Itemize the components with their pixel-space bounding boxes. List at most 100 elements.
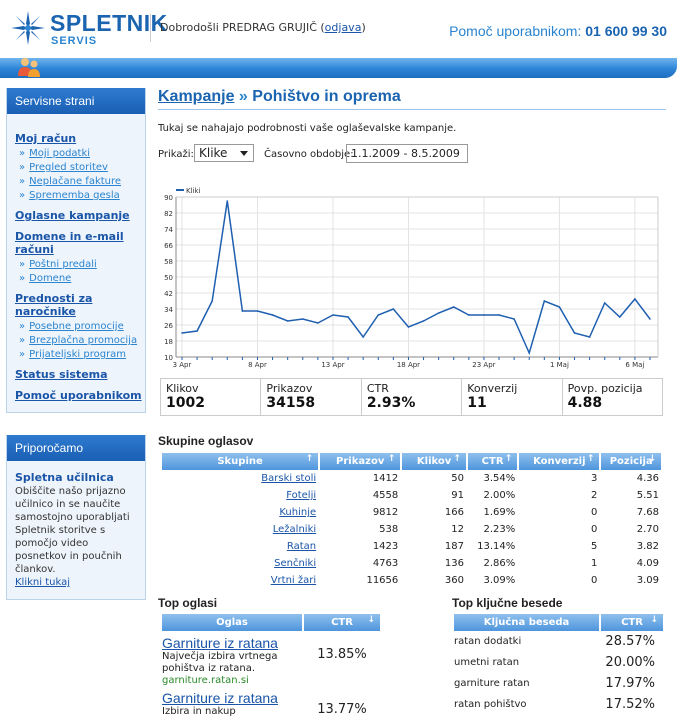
chart-grid [175,196,659,358]
y-tick-label: 74 [164,226,173,234]
sort-up-icon: ↑ [387,454,396,464]
keyword-cell: umetni ratan [454,657,520,668]
logout-link[interactable]: odjava [324,21,362,34]
menu-item-domains[interactable]: Domene [15,273,145,284]
col-keyword[interactable]: Ključna beseda [454,614,599,631]
keyword-row: ratan pohištvo 17.52% [454,694,663,715]
data-point [619,316,621,318]
data-point [634,298,636,300]
data-point [196,330,198,332]
menu-link-special-promos[interactable]: Posebne promocije [29,321,124,332]
menu-link-benefits[interactable]: Prednosti za naročnike [15,292,93,318]
group-name-cell: Ratan [162,538,318,555]
group-link[interactable]: Vrtni žari [270,575,317,586]
menu-item-services[interactable]: Pregled storitev [15,162,145,173]
menu-section-help[interactable]: Pomoč uporabnikom [15,389,145,402]
table-cell: 360 [444,575,464,586]
menu-link-domains[interactable]: Domene [29,273,72,284]
menu-item-password[interactable]: Sprememba gesla [15,190,145,201]
keyword-row: garniture ratan 17.97% [454,673,663,694]
menu-link-campaigns[interactable]: Oglasne kampanje [15,209,130,222]
menu-section-domains[interactable]: Domene in e-mail računi [15,230,145,256]
support-phone: Pomoč uporabnikom: 01 600 99 30 [449,23,667,39]
menu-link-domains-section[interactable]: Domene in e-mail računi [15,230,124,256]
group-link[interactable]: Ležalniki [272,524,317,535]
menu-item-mailboxes[interactable]: Poštni predali [15,259,145,270]
stat-label: Konverzij [467,382,518,395]
ad-title-link[interactable]: Garniture iz ratana [162,690,278,706]
service-menu: Servisne strani Moj račun Moji podatki P… [6,88,146,413]
y-tick-label: 18 [164,338,173,346]
menu-item-referral[interactable]: Prijateljski program [15,349,145,360]
menu-link-account[interactable]: Moj račun [15,132,77,145]
col-header-label: Skupine [217,456,263,467]
col-header-pozicija[interactable]: Pozicija ↓ [601,453,661,470]
sort-up-icon: ↑ [453,454,461,464]
sort-up-icon: ↑ [586,454,595,464]
group-link[interactable]: Ratan [286,541,317,552]
group-link[interactable]: Barski stoli [261,473,317,484]
menu-section-campaigns[interactable]: Oglasne kampanje [15,209,145,222]
menu-section-status[interactable]: Status sistema [15,368,145,381]
menu-link-services[interactable]: Pregled storitev [29,162,108,173]
group-link[interactable]: Kuhinje [279,507,317,518]
col-header-klikov[interactable]: Klikov ↑ [402,453,466,470]
top-ads-body: Garniture iz ratana Največja izbira vrtne… [162,631,380,718]
menu-link-mailboxes[interactable]: Poštni predali [29,259,97,270]
col-header-ctr[interactable]: CTR ↑ [467,453,518,470]
col-ad[interactable]: Oglas [162,614,302,631]
menu-link-help[interactable]: Pomoč uporabnikom [15,389,142,402]
ad-ctr: 13.85% [317,647,367,662]
group-link[interactable]: Fotelji [286,490,317,501]
group-name-cell: Fotelji [162,487,318,504]
menu-item-special-promos[interactable]: Posebne promocije [15,321,145,332]
x-tick-label: 13 Apr [321,361,344,369]
data-point [513,318,515,320]
menu-link-free-promo[interactable]: Brezplačna promocija [29,335,138,346]
menu-link-invoices[interactable]: Neplačane fakture [29,176,122,187]
chart-y-ticks: 10 18 26 34 42 50 58 66 74 82 90 [164,194,173,362]
table-cell: 0 [591,524,598,535]
top-ads-table: Oglas CTR ↓ Garniture iz ratana Največja i… [160,614,382,718]
data-point [422,320,425,322]
breadcrumb-campaigns[interactable]: Kampanje [158,88,235,105]
group-link[interactable]: Senčniki [274,558,317,569]
table-cell: 0 [591,507,598,518]
promo-body: Spletna učilnica Obiščite našo prijazno … [7,461,145,599]
table-cell: 5 [591,541,598,552]
sort-down-icon: ↓ [648,454,656,464]
menu-item-invoices[interactable]: Neplačane fakture [15,176,145,187]
menu-link-my-data[interactable]: Moji podatki [29,148,91,159]
menu-section-account[interactable]: Moj račun [15,132,145,145]
data-point [392,308,395,310]
ad-title-link[interactable]: Garniture iz ratana [162,635,278,651]
table-row: Ležalniki 538 12 2.23% 0 2.70 [162,521,661,538]
menu-item-free-promo[interactable]: Brezplačna promocija [15,335,145,346]
promo-text: Obiščite našo prijazno učilnico in se na… [15,486,130,575]
keyword-cell: ratan pohištvo [454,699,527,710]
data-point [347,316,349,318]
data-point [407,326,410,328]
stat-label: Prikazov [266,382,313,395]
col-header-skupine[interactable]: Skupine ↑ [162,453,319,470]
menu-link-password[interactable]: Sprememba gesla [29,190,120,201]
menu-section-benefits[interactable]: Prednosti za naročnike [15,292,145,318]
show-select[interactable]: Klike [194,144,254,162]
menu-link-referral[interactable]: Prijateljski program [29,349,127,360]
logo[interactable]: SPLETNIK SERVIS [10,8,167,48]
col-kw-ctr[interactable]: CTR ↓ [601,614,663,631]
col-header-prikazov[interactable]: Prikazov ↑ [320,453,401,470]
stat-value: 1002 [166,395,205,411]
menu-item-my-data[interactable]: Moji podatki [15,148,145,159]
col-header-konverzij[interactable]: Konverzij ↑ [519,453,600,470]
menu-link-status[interactable]: Status sistema [15,368,108,381]
chart-legend: Kliki [176,187,201,195]
main-content: Kampanje » Pohištvo in oprema Tukaj se n… [158,88,666,717]
ad-description: Največja izbira vrtnega pohištva iz rata… [162,651,278,674]
x-tick-label: 3 Apr [173,361,192,369]
promo-link[interactable]: Klikni tukaj [15,577,70,588]
col-ctr[interactable]: CTR ↓ [304,614,380,631]
table-row: Vrtni žari 11656 360 3.09% 0 3.09 [162,572,661,589]
stat-ctr: CTR 2.93% [362,379,463,415]
period-input[interactable]: 1.1.2009 - 8.5.2009 [346,144,468,163]
